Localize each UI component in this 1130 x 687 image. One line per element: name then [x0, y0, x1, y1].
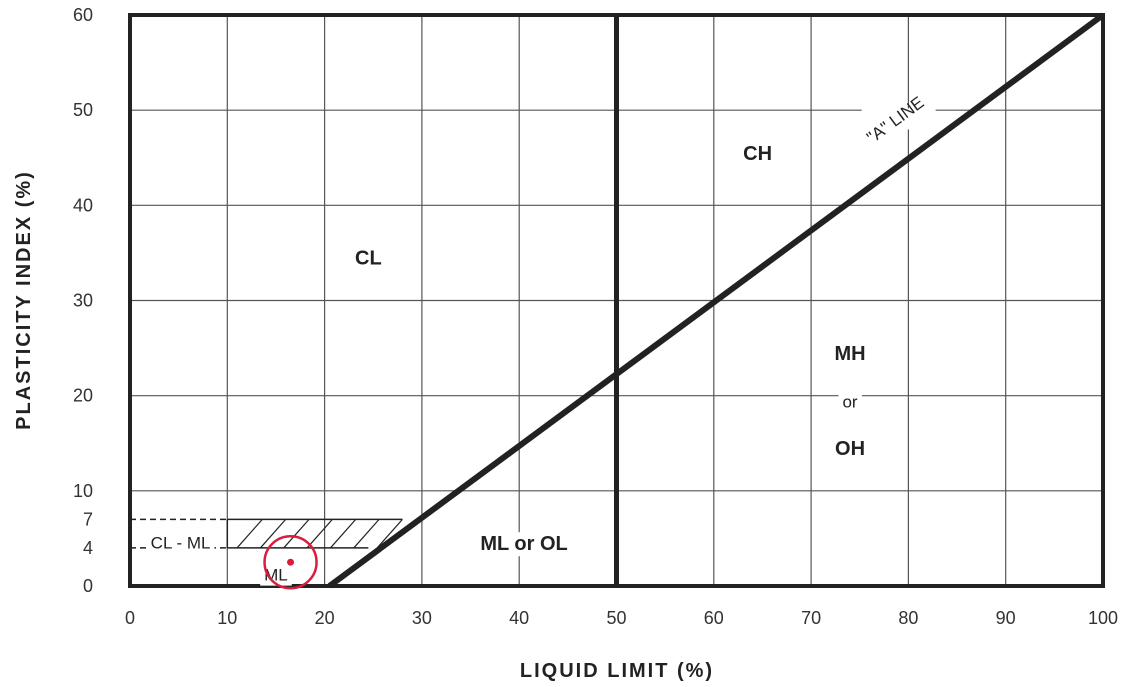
y-tick-label: 4 — [83, 538, 93, 558]
plot-frame — [128, 13, 1105, 588]
y-tick-label: 50 — [73, 100, 93, 120]
x-tick-label: 90 — [996, 608, 1016, 628]
label-background — [830, 341, 870, 366]
x-tick-label: 80 — [898, 608, 918, 628]
label-background — [831, 437, 870, 462]
region-label: OH — [835, 438, 865, 460]
a-line — [327, 12, 1105, 589]
region-label: MH — [834, 343, 865, 365]
y-tick-label: 30 — [73, 291, 93, 311]
boundary-lines — [327, 12, 1105, 589]
cl-ml-hatch — [353, 518, 380, 549]
label-background — [351, 246, 386, 271]
point-highlight-circle — [263, 534, 318, 590]
x-tick-label: 30 — [412, 608, 432, 628]
data-point — [287, 558, 295, 566]
label-background — [861, 108, 936, 130]
y-axis-title: PLASTICITY INDEX (%) — [13, 170, 35, 430]
data-points — [263, 534, 318, 590]
x-tick-label: 60 — [704, 608, 724, 628]
x-tick-label: 50 — [606, 608, 626, 628]
region-label: ML or OL — [480, 533, 567, 555]
label-background — [838, 391, 862, 413]
x-tick-label: 70 — [801, 608, 821, 628]
label-background — [739, 141, 777, 166]
y-tick-label: 10 — [73, 481, 93, 501]
label-background — [146, 532, 215, 554]
x-axis-title: LIQUID LIMIT (%) — [520, 660, 714, 682]
tick-labels: 0 10 20 30 40 50 60 70 80 90 100 0 4 7 10 20 30 40 50 60 — [73, 5, 1118, 628]
x-tick-label: 40 — [509, 608, 529, 628]
label-background — [476, 532, 572, 557]
x-tick-label: 10 — [217, 608, 237, 628]
cl-ml-hatch — [306, 518, 333, 549]
cl-ml-band — [130, 518, 403, 549]
region-label: CL — [355, 248, 382, 270]
region-label: CL - ML — [151, 533, 211, 552]
plot-border — [128, 13, 1105, 588]
region-label: or — [842, 392, 857, 411]
cl-ml-hatch — [236, 518, 263, 549]
y-tick-label: 7 — [83, 509, 93, 529]
y-tick-label: 40 — [73, 195, 93, 215]
y-tick-label: 20 — [73, 386, 93, 406]
region-label: CH — [743, 143, 772, 165]
x-tick-label: 0 — [125, 608, 135, 628]
x-tick-label: 20 — [315, 608, 335, 628]
label-background — [260, 564, 292, 586]
x-tick-label: 100 — [1088, 608, 1118, 628]
y-tick-label: 60 — [73, 5, 93, 25]
cl-ml-hatch — [329, 518, 357, 549]
cl-ml-hatch — [283, 518, 310, 549]
cl-ml-hatch — [376, 518, 403, 549]
y-tick-label: 0 — [83, 576, 93, 596]
cl-ml-hatch — [259, 518, 287, 549]
